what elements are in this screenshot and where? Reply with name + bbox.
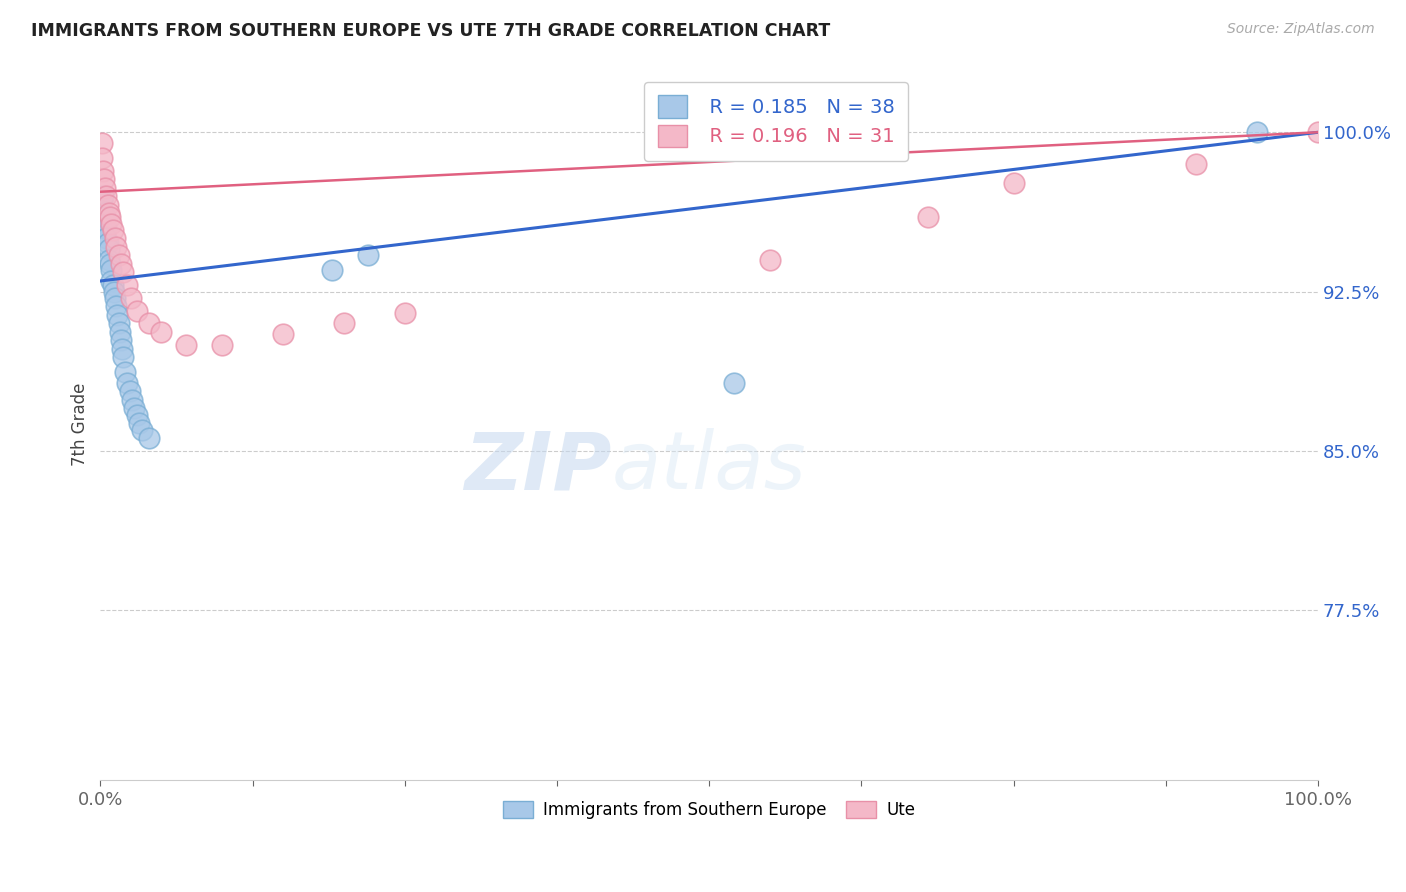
- Point: [90, 214, 112, 228]
- Point: [100, 263, 122, 277]
- Point: [100, 217, 122, 231]
- Point: [103, 285, 125, 299]
- Point: [108, 325, 131, 339]
- Point: [120, 291, 142, 305]
- Point: [93, 206, 115, 220]
- Point: [271, 327, 294, 342]
- Text: ZIP: ZIP: [464, 428, 612, 506]
- Point: [94, 211, 117, 225]
- Point: [110, 257, 132, 271]
- Point: [125, 408, 148, 422]
- Point: [105, 240, 128, 254]
- Point: [1185, 157, 1208, 171]
- Point: [90, 203, 112, 218]
- Point: [90, 151, 112, 165]
- Point: [150, 325, 173, 339]
- Point: [138, 431, 160, 445]
- Point: [394, 306, 416, 320]
- Point: [91, 163, 114, 178]
- Point: [101, 278, 124, 293]
- Point: [107, 248, 129, 262]
- Point: [1308, 125, 1330, 139]
- Point: [97, 235, 120, 250]
- Point: [1246, 125, 1268, 139]
- Text: Source: ZipAtlas.com: Source: ZipAtlas.com: [1227, 22, 1375, 37]
- Point: [121, 392, 143, 407]
- Point: [94, 180, 117, 194]
- Point: [759, 252, 782, 267]
- Point: [90, 193, 112, 207]
- Point: [112, 265, 135, 279]
- Point: [96, 220, 118, 235]
- Point: [104, 291, 127, 305]
- Point: [104, 231, 127, 245]
- Y-axis label: 7th Grade: 7th Grade: [72, 383, 89, 467]
- Point: [100, 274, 122, 288]
- Point: [107, 317, 129, 331]
- Point: [101, 223, 124, 237]
- Point: [125, 303, 148, 318]
- Point: [96, 231, 118, 245]
- Point: [333, 317, 356, 331]
- Point: [97, 206, 120, 220]
- Point: [93, 220, 115, 235]
- Point: [115, 376, 138, 390]
- Point: [105, 300, 128, 314]
- Point: [97, 197, 120, 211]
- Point: [1002, 176, 1025, 190]
- Point: [110, 334, 132, 348]
- Point: [97, 252, 120, 267]
- Point: [96, 189, 118, 203]
- Point: [91, 189, 114, 203]
- Point: [115, 278, 138, 293]
- Point: [211, 337, 233, 351]
- Point: [917, 211, 939, 225]
- Point: [138, 317, 160, 331]
- Point: [97, 242, 120, 256]
- Point: [114, 365, 136, 379]
- Point: [174, 337, 197, 351]
- Point: [321, 263, 343, 277]
- Point: [118, 384, 141, 399]
- Point: [93, 172, 115, 186]
- Point: [128, 417, 150, 431]
- Point: [105, 308, 128, 322]
- Point: [112, 351, 135, 365]
- Point: [111, 342, 134, 356]
- Point: [723, 376, 745, 390]
- Point: [98, 257, 121, 271]
- Text: atlas: atlas: [612, 428, 807, 506]
- Point: [90, 136, 112, 150]
- Point: [124, 401, 146, 416]
- Legend: Immigrants from Southern Europe, Ute: Immigrants from Southern Europe, Ute: [496, 794, 922, 825]
- Point: [131, 423, 153, 437]
- Point: [357, 248, 380, 262]
- Text: IMMIGRANTS FROM SOUTHERN EUROPE VS UTE 7TH GRADE CORRELATION CHART: IMMIGRANTS FROM SOUTHERN EUROPE VS UTE 7…: [31, 22, 830, 40]
- Point: [98, 211, 121, 225]
